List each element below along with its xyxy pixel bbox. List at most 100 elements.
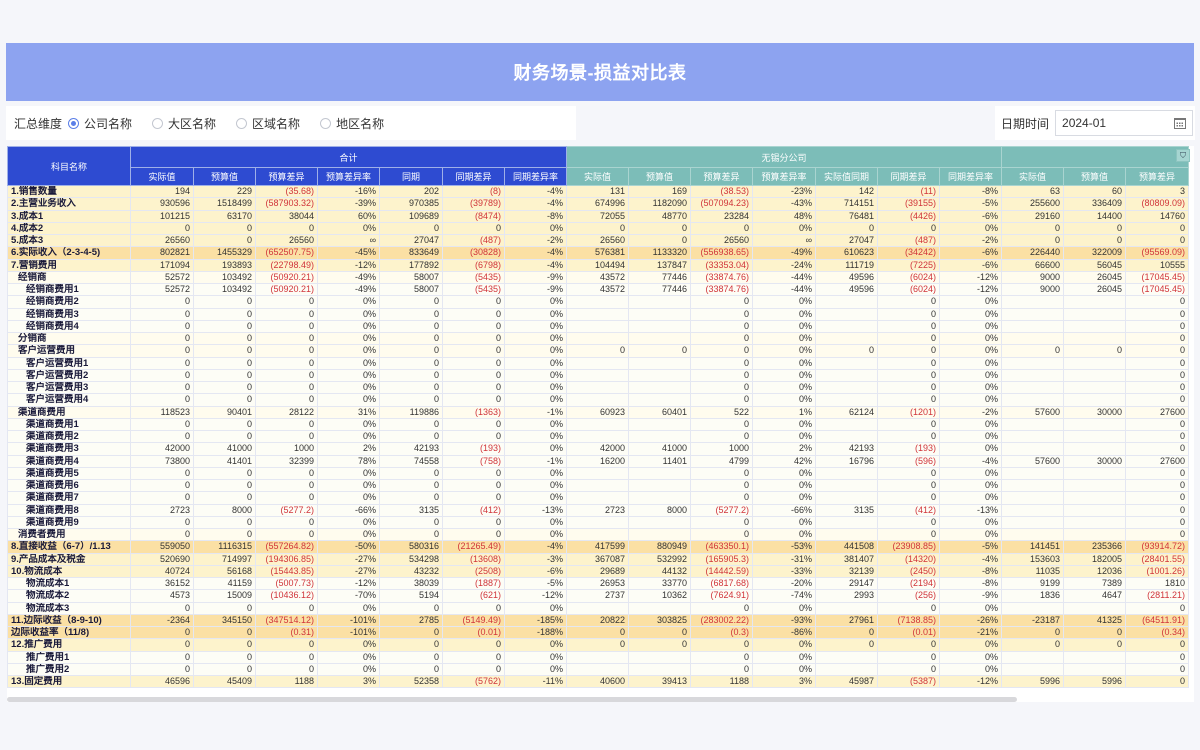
header-subject-name[interactable]: 科目名称 bbox=[7, 146, 131, 186]
table-cell: 44132 bbox=[628, 564, 691, 579]
table-cell: 3% bbox=[752, 674, 816, 689]
column-header[interactable]: 预算差异 bbox=[1125, 167, 1189, 186]
table-cell: 0 bbox=[193, 650, 256, 664]
table-cell: 1455329 bbox=[193, 246, 256, 260]
table-cell: (0.01) bbox=[877, 625, 940, 640]
table-cell bbox=[1001, 417, 1064, 432]
column-header[interactable]: 同期 bbox=[379, 167, 443, 186]
table-cell: 30000 bbox=[1063, 405, 1126, 419]
table-cell: 72055 bbox=[566, 209, 629, 223]
table-cell: 0% bbox=[939, 478, 1002, 493]
table-cell: 0 bbox=[1125, 393, 1189, 407]
table-cell: 0 bbox=[255, 527, 318, 542]
table-cell: 0 bbox=[877, 344, 940, 358]
table-cell: 38044 bbox=[255, 209, 318, 223]
table-cell: 0% bbox=[317, 344, 380, 358]
table-cell: 0 bbox=[442, 491, 505, 505]
table-cell: 56168 bbox=[193, 564, 256, 579]
table-cell bbox=[1001, 515, 1064, 530]
column-header[interactable]: 预算差异率 bbox=[752, 167, 816, 186]
table-cell: 0% bbox=[317, 380, 380, 395]
table-cell: -4% bbox=[939, 552, 1002, 566]
table-cell: 0% bbox=[939, 466, 1002, 481]
column-header[interactable]: 同期差异率 bbox=[939, 167, 1002, 186]
table-cell: 42193 bbox=[379, 442, 443, 456]
table-cell: 0% bbox=[504, 380, 567, 395]
column-header[interactable]: 预算值 bbox=[628, 167, 691, 186]
table-cell: 0% bbox=[504, 221, 567, 236]
table-cell bbox=[1063, 662, 1126, 677]
table-cell bbox=[815, 491, 878, 505]
radio-district-name[interactable]: 地区名称 bbox=[320, 115, 384, 132]
table-cell: -23187 bbox=[1001, 613, 1064, 628]
filter-icon[interactable]: ⛉ bbox=[1176, 149, 1190, 162]
table-cell: 0 bbox=[1125, 344, 1189, 358]
column-header[interactable]: 预算差异 bbox=[690, 167, 753, 186]
column-header[interactable]: 实际值 bbox=[130, 167, 194, 186]
table-cell: 42193 bbox=[815, 442, 878, 456]
table-cell: 0 bbox=[690, 429, 753, 444]
radio-company-name[interactable]: 公司名称 bbox=[68, 115, 132, 132]
table-cell: 0 bbox=[877, 515, 940, 530]
table-cell: 0 bbox=[566, 638, 629, 652]
table-cell: (507094.23) bbox=[690, 197, 753, 211]
column-header[interactable]: 预算值 bbox=[1063, 167, 1126, 186]
column-header[interactable]: 实际值 bbox=[566, 167, 629, 186]
radio-checked-icon bbox=[68, 117, 80, 129]
table-row: 物流成本1 36152 41159 (5007.73) -12% 38039 (1887) -… bbox=[7, 576, 1189, 591]
row-label: 推广费用2 bbox=[7, 662, 131, 677]
table-row: 13.固定费用 46596 45409 1188 3% 52358 (5762) -11% 40… bbox=[7, 674, 1189, 689]
table-cell: 522 bbox=[690, 405, 753, 419]
table-cell: 90401 bbox=[193, 405, 256, 419]
table-cell: 0 bbox=[255, 601, 318, 615]
table-cell: 0 bbox=[193, 515, 256, 530]
table-cell: 0 bbox=[442, 393, 505, 407]
table-cell bbox=[1063, 368, 1126, 383]
table-cell: 131 bbox=[566, 184, 629, 199]
table-cell: 1518499 bbox=[193, 197, 256, 211]
date-picker-input[interactable]: 2024-01 bbox=[1055, 110, 1194, 136]
table-cell: 0% bbox=[939, 491, 1002, 505]
table-cell: 0 bbox=[193, 233, 256, 248]
column-header[interactable]: 实际值 bbox=[1001, 167, 1064, 186]
table-cell: -2% bbox=[504, 233, 567, 248]
table-cell: 0% bbox=[504, 515, 567, 530]
table-cell: 0 bbox=[255, 466, 318, 481]
table-cell: 0% bbox=[752, 491, 816, 505]
table-cell: 0 bbox=[442, 295, 505, 309]
radio-region-name[interactable]: 大区名称 bbox=[152, 115, 216, 132]
table-cell: -3% bbox=[504, 552, 567, 566]
table-cell: 0 bbox=[1063, 638, 1126, 652]
column-header[interactable]: 同期差异率 bbox=[504, 167, 567, 186]
table-cell: 26560 bbox=[255, 233, 318, 248]
table-cell: 0 bbox=[255, 319, 318, 334]
table-cell bbox=[628, 356, 691, 370]
table-cell bbox=[815, 601, 878, 615]
table-cell: -27% bbox=[317, 564, 380, 579]
table-cell: 0 bbox=[690, 319, 753, 334]
radio-area-name[interactable]: 区域名称 bbox=[236, 115, 300, 132]
table-cell: 48% bbox=[752, 209, 816, 223]
column-header[interactable]: 同期差异 bbox=[442, 167, 505, 186]
table-cell bbox=[566, 491, 629, 505]
table-cell: 202 bbox=[379, 184, 443, 199]
table-row: 推广费用1 0 0 0 0% 0 0 0% 0 0% 0 0% 0 bbox=[7, 650, 1189, 664]
table-cell: 0 bbox=[379, 515, 443, 530]
horizontal-scrollbar[interactable] bbox=[7, 697, 1017, 702]
calendar-icon[interactable] bbox=[1174, 117, 1187, 129]
table-cell: 26045 bbox=[1063, 270, 1126, 285]
table-cell: 0 bbox=[877, 638, 940, 652]
table-row: 6.实际收入（2-3-4-5) 802821 1455329 (652507.75) -… bbox=[7, 246, 1189, 260]
column-header[interactable]: 预算差异 bbox=[255, 167, 318, 186]
table-cell: 0% bbox=[504, 601, 567, 615]
column-header[interactable]: 同期差异 bbox=[877, 167, 940, 186]
row-label: 3.成本1 bbox=[7, 209, 131, 223]
table-cell: -5% bbox=[939, 197, 1002, 211]
row-label: 渠道商费用4 bbox=[7, 454, 131, 468]
table-cell: 0% bbox=[939, 307, 1002, 321]
column-header[interactable]: 实际值同期 bbox=[815, 167, 878, 186]
table-cell bbox=[628, 307, 691, 321]
column-header[interactable]: 预算差异率 bbox=[317, 167, 380, 186]
column-header[interactable]: 预算值 bbox=[193, 167, 256, 186]
table-cell: 0% bbox=[939, 319, 1002, 334]
